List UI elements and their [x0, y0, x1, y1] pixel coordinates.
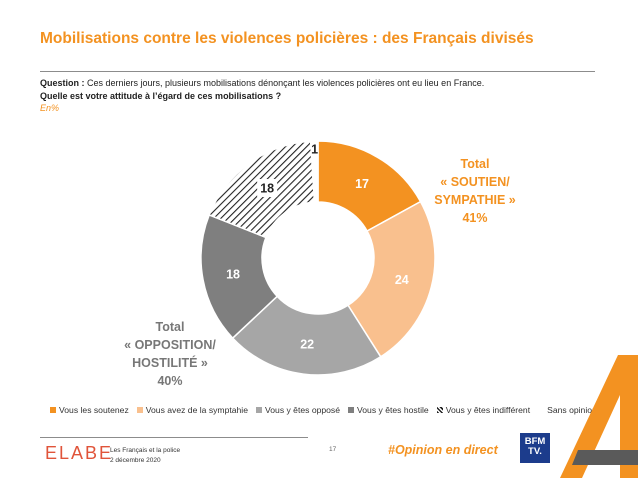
- footer-study-title: Les Français et la police: [110, 447, 181, 454]
- decorative-a-shape: [560, 355, 638, 478]
- data-label: 22: [300, 337, 314, 351]
- annotation-line: SYMPATHIE »: [434, 193, 516, 207]
- legend-swatch: [256, 407, 262, 413]
- legend-item: Vous y êtes hostile: [348, 405, 429, 415]
- question-label: Question :: [40, 78, 85, 88]
- legend-item: Vous y êtes opposé: [256, 405, 340, 415]
- legend-swatch: [50, 407, 56, 413]
- total-support-annotation: Total « SOUTIEN/ SYMPATHIE » 41%: [425, 155, 525, 227]
- annotation-line: Total: [460, 157, 490, 171]
- bfmtv-logo-line2: TV.: [528, 446, 542, 457]
- legend-item: Vous y êtes indifférent: [436, 405, 531, 415]
- donut-slice: [346, 200, 436, 358]
- question-unit: En%: [40, 103, 60, 113]
- data-label: 1: [311, 143, 318, 157]
- legend-label: Sans opinion: [547, 405, 597, 415]
- page-number: 17: [329, 446, 337, 453]
- total-opposition-annotation: Total « OPPOSITION/ HOSTILITÉ » 40%: [105, 318, 235, 390]
- legend-swatch: [436, 407, 443, 413]
- elabe-logo: ELABE: [45, 443, 114, 463]
- annotation-line: Total: [155, 320, 185, 334]
- donut-slice: [309, 140, 319, 203]
- data-label: 18: [260, 182, 274, 196]
- legend-label: Vous avez de la symptahie: [145, 405, 248, 415]
- question-line-2: Quelle est votre attitude à l’égard de c…: [40, 90, 282, 101]
- footer-date: 2 décembre 2020: [110, 457, 161, 464]
- legend-label: Vous y êtes indifférent: [445, 405, 531, 415]
- bfmtv-logo: BFM TV.: [520, 433, 550, 463]
- annotation-line: « OPPOSITION/: [124, 338, 216, 352]
- legend-swatch: [348, 407, 355, 413]
- data-label: 24: [395, 273, 409, 287]
- legend-label: Vous les soutenez: [59, 405, 129, 415]
- legend-label: Vous y êtes hostile: [357, 405, 429, 415]
- legend-swatch: [538, 407, 545, 413]
- question-line-1: Question : Ces derniers jours, plusieurs…: [40, 77, 600, 90]
- annotation-line: 40%: [157, 374, 183, 388]
- legend-swatch: [136, 407, 143, 413]
- footer-info: Les Français et la police 2 décembre 202…: [110, 446, 180, 466]
- header-divider: [40, 71, 595, 72]
- chart-legend: Vous les soutenez Vous avez de la symptah…: [50, 405, 620, 415]
- legend-item: Vous avez de la symptahie: [136, 405, 248, 415]
- annotation-line: 41%: [462, 211, 488, 225]
- footer-divider: [40, 437, 308, 438]
- legend-item: Sans opinion: [538, 405, 597, 415]
- data-label: 17: [355, 177, 369, 191]
- donut-slice: [231, 295, 382, 376]
- annotation-line: « SOUTIEN/: [440, 175, 510, 189]
- bfmtv-logo-line1: BFM: [524, 436, 546, 447]
- question-block: Question : Ces derniers jours, plusieurs…: [40, 77, 600, 115]
- data-label-background: [257, 179, 278, 198]
- annotation-line: HOSTILITÉ »: [132, 356, 208, 370]
- legend-label: Vous y êtes opposé: [265, 405, 341, 415]
- legend-item: Vous les soutenez: [50, 405, 129, 415]
- page-title: Mobilisations contre les violences polic…: [40, 30, 534, 47]
- question-text: Ces derniers jours, plusieurs mobilisati…: [84, 78, 485, 88]
- data-label: 18: [226, 268, 240, 282]
- hashtag: #Opinion en direct: [388, 443, 498, 457]
